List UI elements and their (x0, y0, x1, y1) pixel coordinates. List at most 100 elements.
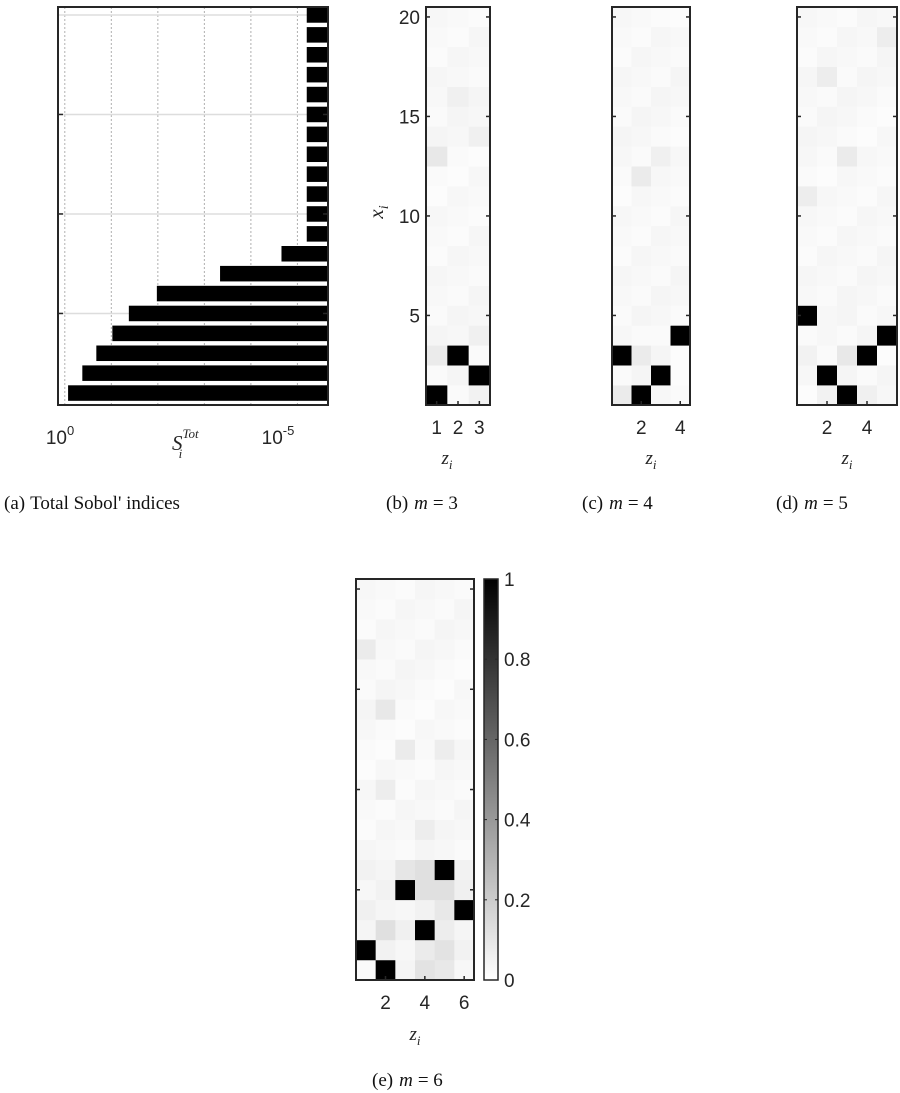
panel-b-cell (426, 245, 448, 266)
panel-e-cell (375, 839, 396, 860)
panel-e-cell (454, 879, 475, 901)
panel-b-xtick-label: 3 (474, 418, 485, 439)
panel-d-cell (817, 325, 838, 346)
panel-e-cell (356, 799, 376, 820)
panel-b-cell (447, 26, 469, 48)
panel-e-cell (434, 939, 455, 961)
panel-d-cell (877, 245, 898, 266)
panel-e-cell (434, 699, 455, 720)
panel-c-cell (631, 106, 652, 127)
panel-b-cell (468, 206, 491, 227)
panel-a-bar (306, 86, 328, 103)
panel-b-cell (468, 345, 491, 366)
panel-e-cell (375, 739, 396, 760)
panel-b-y-tick-labels: 5 10 15 20 (399, 8, 420, 328)
panel-a-plot-background (58, 7, 328, 405)
panel-d-cell (837, 206, 858, 227)
panel-e-cell (375, 779, 396, 800)
panel-c-cell (631, 345, 652, 366)
panel-d-cell (857, 225, 878, 247)
panel-e-cell (395, 619, 416, 640)
panel-c-cell (651, 166, 671, 187)
panel-a-axes-box (57, 6, 329, 406)
panel-c-cell (612, 245, 632, 266)
panel-e-cell (375, 859, 396, 881)
panel-b-cell (447, 206, 469, 227)
panel-c-cell (631, 166, 652, 187)
panel-c-cell (651, 285, 671, 306)
panel-d-cell (797, 245, 818, 266)
panel-b-cell (426, 146, 448, 167)
panel-d-cell (837, 86, 858, 107)
colorbar-tick-label: 0.8 (504, 650, 530, 671)
panel-d-cell (837, 225, 858, 247)
panel-c-cell (651, 66, 671, 87)
panel-b-cell (426, 46, 448, 67)
panel-e-cell (434, 959, 455, 981)
panel-e-cell (395, 759, 416, 780)
panel-e-cell (434, 599, 455, 620)
panel-e-caption: (e) m = 6 (372, 1070, 443, 1091)
panel-e-cell (395, 899, 416, 921)
panel-e-cell (356, 959, 376, 981)
panel-d-cell (817, 225, 838, 247)
panel-d-cell (797, 26, 818, 48)
panel-c-cell (612, 305, 632, 326)
panel-b-cell (468, 305, 491, 326)
panel-d-cell (857, 146, 878, 167)
panel-b-cell (426, 385, 448, 406)
panel-c-cell (651, 365, 671, 386)
panel-b-cell (447, 166, 469, 187)
panel-d-cell (817, 206, 838, 227)
panel-e-cell (454, 799, 475, 820)
panel-e-cell (434, 679, 455, 700)
panel-e-cell (454, 639, 475, 660)
panel-e-cell (434, 859, 455, 881)
panel-c-cell (670, 365, 691, 386)
panel-d-cell (797, 166, 818, 187)
panel-d-cell (877, 166, 898, 187)
panel-d-cell (797, 126, 818, 147)
panel-b-xtick-label: 1 (431, 418, 442, 439)
panel-e-cell (454, 739, 475, 760)
panel-c-cell (631, 186, 652, 207)
panel-d-cell (857, 126, 878, 147)
panel-d-cell (857, 86, 878, 107)
panel-e-cell (375, 799, 396, 820)
panel-d-cell (877, 305, 898, 326)
panel-e-cell (356, 839, 376, 860)
panel-b-cell (468, 365, 491, 386)
panel-e-cell (434, 899, 455, 921)
panel-b-cell (447, 225, 469, 247)
panel-c-cell (651, 86, 671, 107)
panel-c-cell (612, 126, 632, 147)
panel-e-cell (375, 939, 396, 961)
panel-e-cell (395, 879, 416, 901)
panel-a-bar (96, 345, 328, 362)
panel-e-cell (395, 939, 416, 961)
panel-a-bar (306, 106, 328, 123)
panel-b-cell (447, 66, 469, 87)
panel-c-cell (631, 305, 652, 326)
panel-e-cell (454, 699, 475, 720)
panel-d-cell (857, 285, 878, 306)
panel-e-cell (356, 719, 376, 740)
panel-e-cell (375, 699, 396, 720)
panel-a-bar (306, 146, 328, 163)
panel-e-cell (375, 639, 396, 660)
panel-c-cell (631, 245, 652, 266)
panel-e-cell (395, 739, 416, 760)
panel-c-cell (651, 385, 671, 406)
panel-c-cell (670, 225, 691, 247)
panel-c-cell (631, 206, 652, 227)
panel-d-cell (877, 206, 898, 227)
panel-e-axes-box (355, 578, 475, 981)
panel-b-cell (468, 225, 491, 247)
panel-e-cells (356, 579, 475, 981)
panel-e-xtick-label: 6 (459, 993, 470, 1014)
panel-a-bar (220, 265, 328, 282)
panel-d-cell (877, 26, 898, 48)
panel-c-cell (612, 46, 632, 67)
